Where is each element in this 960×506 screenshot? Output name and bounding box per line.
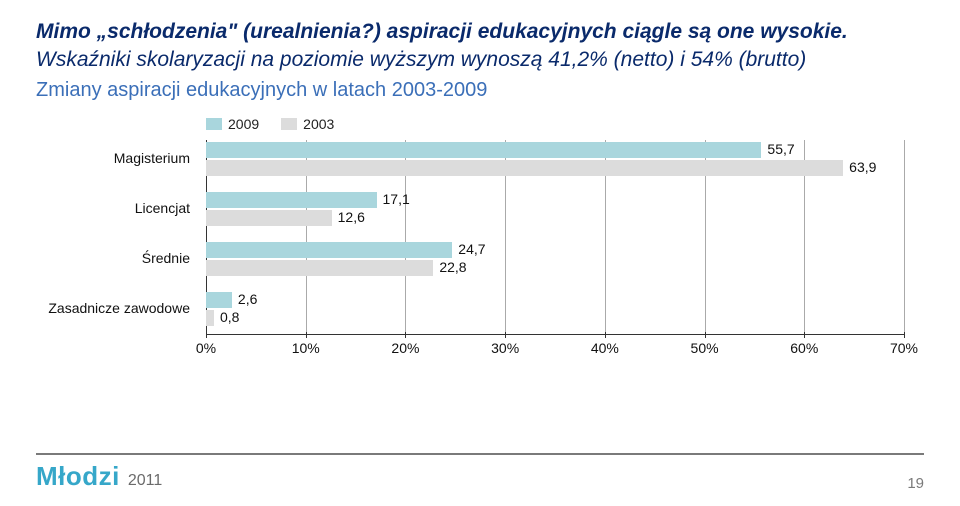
bar bbox=[206, 310, 214, 326]
brand-text: Młodzi bbox=[36, 461, 120, 492]
bar bbox=[206, 192, 377, 208]
bar-value-label: 55,7 bbox=[767, 141, 794, 157]
x-tickmark bbox=[605, 332, 606, 338]
x-tickmark bbox=[804, 332, 805, 338]
category-label: Licencjat bbox=[135, 200, 190, 216]
bar-value-label: 24,7 bbox=[458, 241, 485, 257]
title-regular: Wskaźniki skolaryzacji na poziomie wyższ… bbox=[36, 48, 806, 71]
bar-value-label: 63,9 bbox=[849, 159, 876, 175]
title-bold: Mimo „schłodzenia" (urealnienia?) aspira… bbox=[36, 20, 848, 43]
legend-label: 2009 bbox=[228, 116, 259, 132]
bar-value-label: 12,6 bbox=[338, 209, 365, 225]
chart-legend: 2009 2003 bbox=[206, 116, 924, 132]
x-tick-label: 70% bbox=[890, 340, 918, 356]
x-tick-label: 60% bbox=[790, 340, 818, 356]
x-tickmark bbox=[505, 332, 506, 338]
bar bbox=[206, 160, 843, 176]
x-tick-label: 40% bbox=[591, 340, 619, 356]
page-footer: Młodzi 2011 19 bbox=[36, 453, 924, 492]
bar bbox=[206, 142, 761, 158]
bar-value-label: 22,8 bbox=[439, 259, 466, 275]
bar bbox=[206, 292, 232, 308]
x-tick-label: 0% bbox=[196, 340, 216, 356]
bar-value-label: 0,8 bbox=[220, 309, 239, 325]
x-tick-label: 30% bbox=[491, 340, 519, 356]
bar bbox=[206, 210, 332, 226]
bar bbox=[206, 242, 452, 258]
legend-swatch bbox=[206, 118, 222, 130]
chart-subtitle: Zmiany aspiracji edukacyjnych w latach 2… bbox=[36, 79, 924, 102]
brand: Młodzi 2011 bbox=[36, 461, 162, 492]
x-tick-label: 20% bbox=[391, 340, 419, 356]
bar-chart: Magisterium Licencjat Średnie Zasadnicze za… bbox=[36, 140, 924, 364]
legend-label: 2003 bbox=[303, 116, 334, 132]
legend-item: 2009 bbox=[206, 116, 259, 132]
legend-swatch bbox=[281, 118, 297, 130]
bar-value-label: 17,1 bbox=[383, 191, 410, 207]
x-tickmark bbox=[705, 332, 706, 338]
category-label: Magisterium bbox=[114, 150, 190, 166]
page-number: 19 bbox=[907, 475, 924, 492]
grid-line bbox=[904, 140, 905, 334]
x-tickmark bbox=[405, 332, 406, 338]
bar-value-label: 2,6 bbox=[238, 291, 257, 307]
x-tick-label: 10% bbox=[292, 340, 320, 356]
x-tickmark bbox=[206, 332, 207, 338]
bar bbox=[206, 260, 433, 276]
category-label: Zasadnicze zawodowe bbox=[48, 300, 190, 316]
category-label: Średnie bbox=[142, 250, 190, 266]
brand-year: 2011 bbox=[128, 472, 162, 490]
x-tickmark bbox=[306, 332, 307, 338]
legend-item: 2003 bbox=[281, 116, 334, 132]
x-tick-label: 50% bbox=[691, 340, 719, 356]
x-tickmark bbox=[904, 332, 905, 338]
footer-rule bbox=[36, 453, 924, 455]
